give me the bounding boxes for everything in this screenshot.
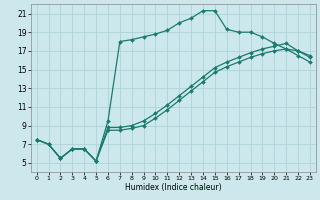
X-axis label: Humidex (Indice chaleur): Humidex (Indice chaleur) <box>125 183 222 192</box>
